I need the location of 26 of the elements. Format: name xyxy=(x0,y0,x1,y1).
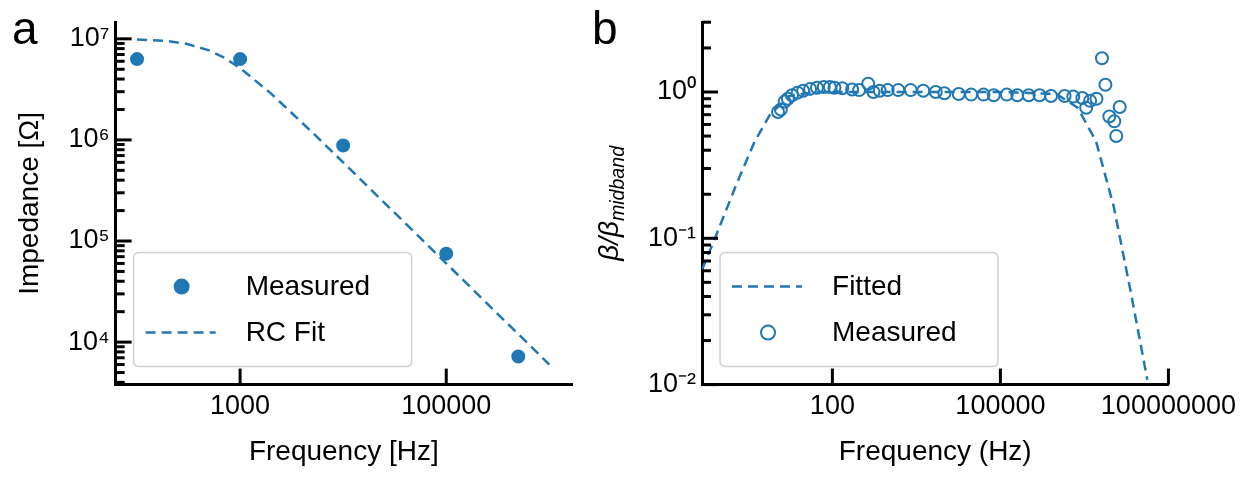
y-tick-label: 10⁰ xyxy=(656,75,697,106)
legend-label: Measured xyxy=(245,270,371,302)
x-tick-label: 100000000 xyxy=(1100,390,1237,421)
x-axis-title: Frequency (Hz) xyxy=(838,435,1032,467)
y-tick-label: 10⁻² xyxy=(647,368,697,399)
point xyxy=(233,52,248,67)
x-axis-title: Frequency [Hz] xyxy=(248,435,439,467)
point xyxy=(439,246,454,261)
legend-label: Fitted xyxy=(832,270,903,302)
x-tick-label: 100 xyxy=(809,390,855,421)
x-tick-label: 1000 xyxy=(210,390,271,421)
y-tick-label: 10⁷ xyxy=(69,22,110,53)
x-tick-label: 100000 xyxy=(955,390,1046,421)
chart-title: a xyxy=(12,1,38,54)
point xyxy=(336,138,351,153)
y-axis-title: Impedance [Ω] xyxy=(12,111,44,295)
y-tick-label: 10⁻¹ xyxy=(647,221,697,252)
y-tick-label: 10⁴ xyxy=(67,325,110,356)
point xyxy=(130,52,145,67)
legend-label: RC Fit xyxy=(245,316,326,348)
chart-title: b xyxy=(592,1,618,54)
x-tick-label: 100000 xyxy=(401,390,492,421)
y-tick-label: 10⁵ xyxy=(68,224,110,255)
y-tick-label: 10⁶ xyxy=(68,123,110,154)
y-axis-title: β/βmidband xyxy=(592,144,628,262)
legend-label: Measured xyxy=(832,316,957,348)
